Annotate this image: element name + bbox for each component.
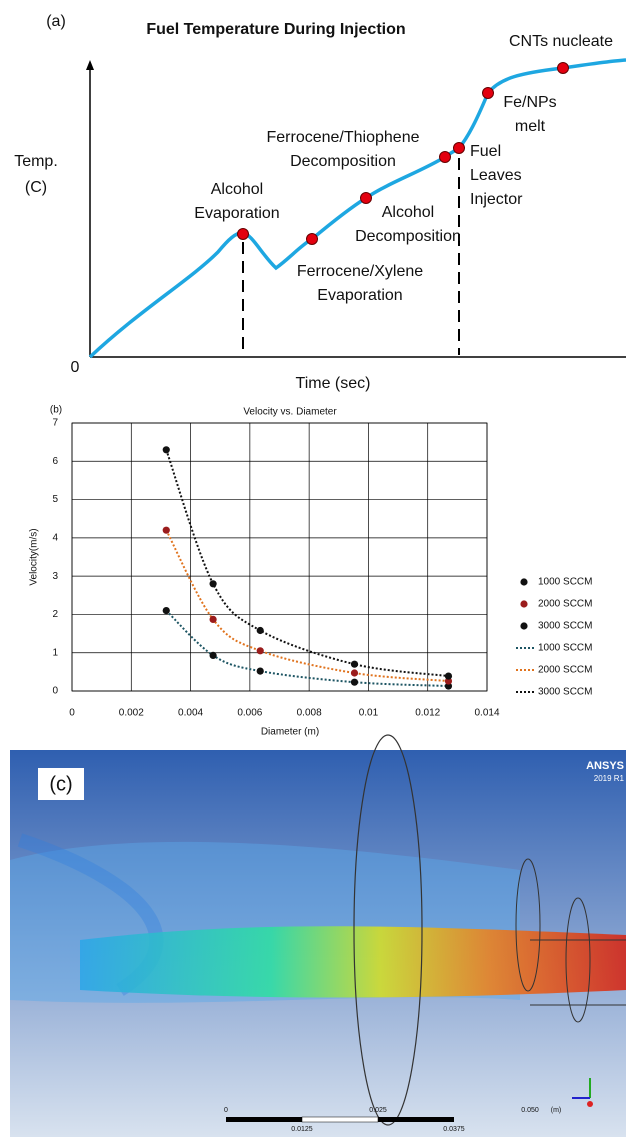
y-tick-label: 2	[52, 609, 58, 620]
chart-title: Velocity vs. Diameter	[243, 407, 337, 418]
y-tick-label: 3	[52, 571, 58, 582]
triad-axis	[587, 1101, 593, 1107]
panel-a: (a) Fuel Temperature During Injection Te…	[14, 13, 626, 392]
annotation: melt	[515, 118, 546, 135]
jet-core	[80, 926, 626, 997]
data-point	[351, 661, 358, 668]
data-point	[163, 607, 170, 614]
legend-label: 3000 SCCM	[538, 687, 592, 698]
scale-label: 0.025	[369, 1107, 387, 1114]
scale-label: (m)	[551, 1107, 562, 1114]
legend-marker	[520, 622, 527, 629]
version: 2019 R1	[594, 774, 625, 783]
figure: (a) Fuel Temperature During Injection Te…	[0, 0, 626, 1137]
trendline	[166, 530, 448, 681]
axis-arrow	[86, 60, 94, 70]
x-axis-label: Diameter (m)	[261, 727, 319, 738]
x-tick-label: 0	[69, 708, 75, 719]
x-tick-label: 0.014	[474, 708, 499, 719]
event-marker	[558, 63, 569, 74]
event-marker	[361, 193, 372, 204]
chart-title: Fuel Temperature During Injection	[146, 21, 405, 38]
annotation: Fuel	[470, 143, 501, 160]
y-tick-label: 4	[52, 532, 58, 543]
x-tick-label: 0.006	[237, 708, 262, 719]
data-point	[257, 647, 264, 654]
event-marker	[454, 143, 465, 154]
annotation: Alcohol	[382, 204, 434, 221]
annotation: Evaporation	[317, 287, 402, 304]
legend-label: 1000 SCCM	[538, 643, 592, 654]
annotation: Ferrocene/Xylene	[297, 263, 423, 280]
panel-b: (b) Velocity vs. Diameter Diameter (m) V…	[29, 405, 593, 738]
y-tick-label: 0	[52, 686, 58, 697]
event-marker	[238, 229, 249, 240]
data-point	[351, 669, 358, 676]
trendline	[166, 611, 448, 686]
scale-bar	[378, 1117, 454, 1122]
data-point	[257, 667, 264, 674]
y-tick-label: 7	[52, 418, 58, 429]
legend-label: 3000 SCCM	[538, 621, 592, 632]
data-point	[210, 616, 217, 623]
page: (a) Fuel Temperature During Injection Te…	[0, 0, 626, 1137]
event-marker	[483, 88, 494, 99]
scale-bar	[226, 1117, 302, 1122]
trendline	[166, 450, 448, 676]
data-point	[210, 580, 217, 587]
y-tick-label: 5	[52, 494, 58, 505]
x-axis-label: Time (sec)	[296, 375, 371, 392]
scale-label: 0.0375	[443, 1126, 465, 1133]
y-axis-label: Temp.	[14, 153, 58, 170]
annotation: Injector	[470, 191, 523, 208]
event-marker	[440, 152, 451, 163]
y-axis-label: Velocity(m/s)	[29, 528, 40, 585]
data-point	[163, 527, 170, 534]
x-tick-label: 0.01	[359, 708, 379, 719]
annotation: Evaporation	[194, 205, 279, 222]
panel-label: (c)	[49, 773, 72, 795]
annotation: Fe/NPs	[503, 94, 556, 111]
legend-label: 2000 SCCM	[538, 599, 592, 610]
x-tick-label: 0.002	[119, 708, 144, 719]
annotation: Alcohol	[211, 181, 263, 198]
annotation: Decomposition	[355, 228, 461, 245]
scale-bar	[302, 1117, 378, 1122]
legend-marker	[520, 578, 527, 585]
logo: ANSYS	[586, 760, 624, 772]
scale-label: 0.0125	[291, 1126, 313, 1133]
panel-label: (b)	[50, 405, 62, 416]
annotation: Leaves	[470, 167, 522, 184]
event-marker	[307, 234, 318, 245]
x-tick-label: 0.012	[415, 708, 440, 719]
panel-label: (a)	[46, 13, 66, 30]
data-point	[351, 679, 358, 686]
data-point	[163, 446, 170, 453]
origin-label: 0	[71, 359, 80, 376]
legend-label: 1000 SCCM	[538, 577, 592, 588]
scale-label: 0.050	[521, 1107, 539, 1114]
data-point	[445, 672, 452, 679]
x-tick-label: 0.008	[297, 708, 322, 719]
panel-c: (c) ANSYS 2019 R1 0 0.025 0.050 (m) 0.01…	[10, 735, 626, 1137]
y-tick-label: 1	[52, 647, 58, 658]
annotation: Decomposition	[290, 153, 396, 170]
y-tick-label: 6	[52, 456, 58, 467]
y-axis-label: (C)	[25, 179, 47, 196]
scale-label: 0	[224, 1107, 228, 1114]
annotation: CNTs nucleate	[509, 33, 613, 50]
data-point	[257, 627, 264, 634]
x-tick-label: 0.004	[178, 708, 203, 719]
data-point	[210, 652, 217, 659]
legend-marker	[520, 600, 527, 607]
plot-frame	[72, 423, 487, 691]
annotation: Ferrocene/Thiophene	[267, 129, 420, 146]
legend-label: 2000 SCCM	[538, 665, 592, 676]
